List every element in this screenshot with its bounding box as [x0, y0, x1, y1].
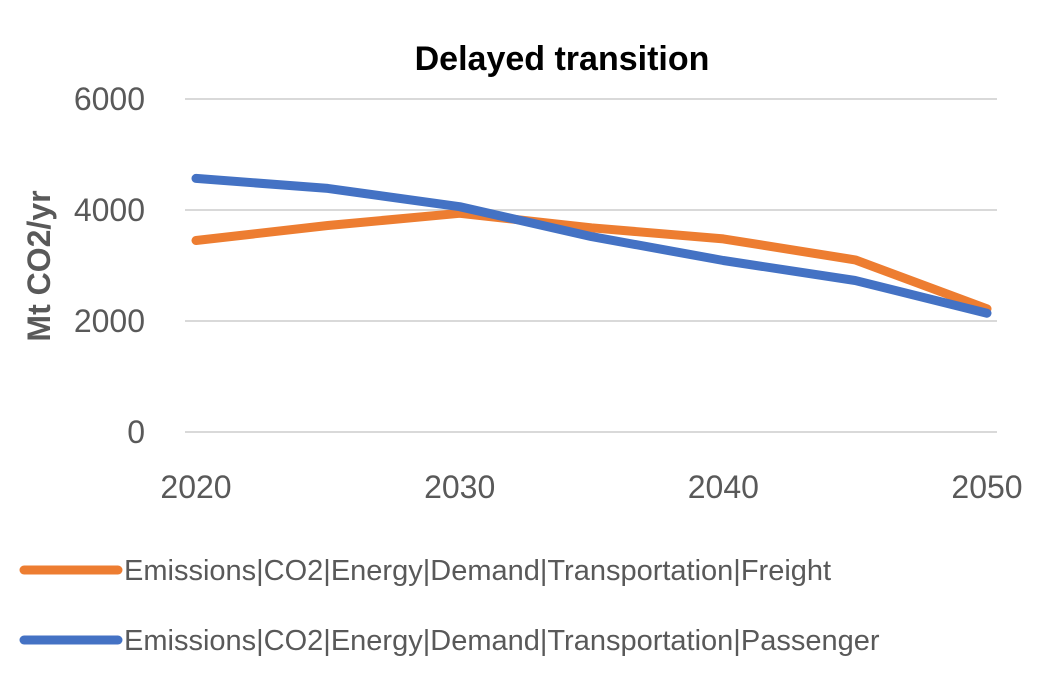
x-tick-label: 2040 [688, 469, 759, 505]
series-line-passenger [191, 173, 992, 318]
series-line-freight [191, 208, 992, 314]
y-tick-label: 0 [127, 414, 145, 450]
y-tick-label: 6000 [74, 81, 145, 117]
series-lines [191, 173, 992, 318]
gridlines [185, 98, 997, 433]
x-tick-label: 2030 [424, 469, 495, 505]
y-axis-tick-labels: 0 2000 4000 6000 [74, 81, 145, 450]
x-tick-label: 2050 [951, 469, 1022, 505]
y-axis-title: Mt CO2/yr [21, 190, 57, 341]
legend: Emissions|CO2|Energy|Demand|Transportati… [19, 555, 880, 657]
chart-title: Delayed transition [415, 40, 710, 78]
x-axis-tick-labels: 2020 2030 2040 2050 [160, 469, 1022, 505]
y-tick-label: 2000 [74, 303, 145, 339]
legend-label: Emissions|CO2|Energy|Demand|Transportati… [124, 625, 880, 657]
legend-label: Emissions|CO2|Energy|Demand|Transportati… [124, 555, 831, 587]
y-tick-label: 4000 [74, 192, 145, 228]
x-tick-label: 2020 [160, 469, 231, 505]
